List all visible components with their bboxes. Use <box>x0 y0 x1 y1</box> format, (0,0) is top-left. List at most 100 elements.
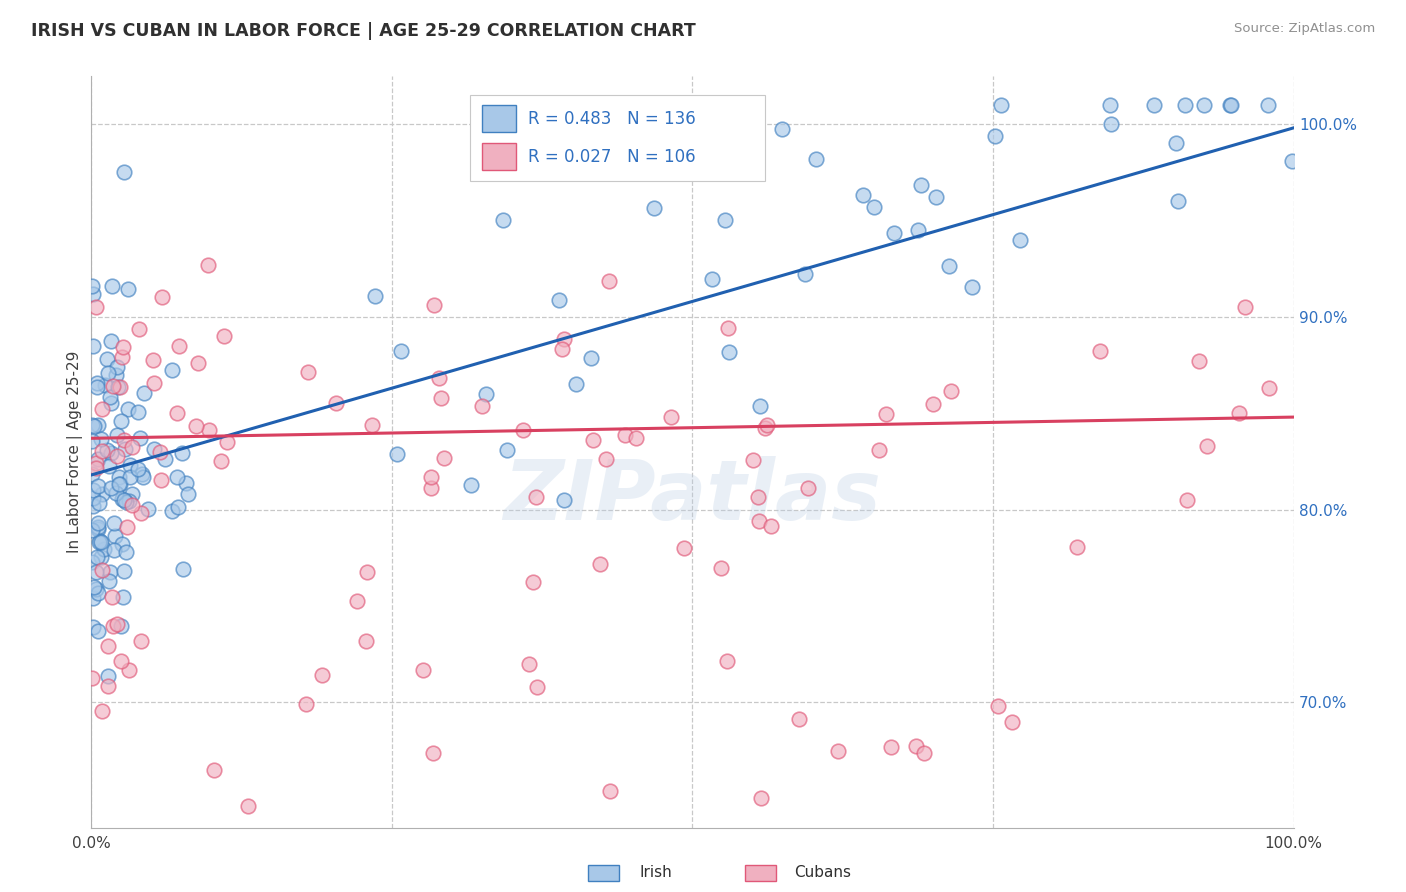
Point <box>80 434 103 448</box>
Point <box>1143 97 1166 112</box>
Point <box>197 423 219 437</box>
Point <box>90 550 112 565</box>
Point <box>748 399 770 413</box>
Point <box>107 360 129 375</box>
Point <box>215 435 238 450</box>
Point <box>863 200 886 214</box>
Point <box>1233 301 1256 315</box>
Point <box>127 462 149 476</box>
Point <box>389 344 412 359</box>
Point <box>112 590 135 604</box>
Point <box>100 396 122 410</box>
Point <box>87 522 110 536</box>
Point <box>118 470 141 484</box>
Point <box>495 442 517 457</box>
Point <box>110 654 132 668</box>
Point <box>103 543 125 558</box>
Point <box>82 483 104 497</box>
Point <box>1195 439 1218 453</box>
Point <box>107 616 129 631</box>
Point <box>105 486 128 500</box>
Point <box>582 434 605 448</box>
Point <box>756 417 779 432</box>
Point <box>90 402 112 417</box>
Point <box>108 477 131 491</box>
Point <box>115 545 138 559</box>
Point <box>238 798 260 813</box>
Point <box>460 478 482 492</box>
Point <box>1281 153 1303 168</box>
Point <box>209 454 232 468</box>
Point <box>186 419 208 434</box>
Point <box>595 452 617 467</box>
Point <box>589 557 612 571</box>
Point <box>80 417 103 432</box>
Point <box>132 470 155 484</box>
Point <box>150 290 173 304</box>
Point <box>772 122 794 136</box>
Point <box>311 668 333 682</box>
Point <box>430 391 453 405</box>
Point <box>904 739 927 753</box>
Point <box>883 226 905 240</box>
Point <box>1192 97 1215 112</box>
Point <box>754 420 776 434</box>
Point <box>987 698 1010 713</box>
FancyBboxPatch shape <box>482 105 516 132</box>
Point <box>110 618 132 632</box>
Point <box>938 259 960 273</box>
Point <box>598 274 620 288</box>
Point <box>172 445 194 459</box>
Point <box>910 178 932 192</box>
Point <box>387 447 409 461</box>
Point <box>423 298 446 312</box>
Point <box>422 746 444 760</box>
Point <box>177 487 200 501</box>
Point <box>412 663 434 677</box>
Point <box>167 339 190 353</box>
Point <box>492 213 515 227</box>
Point <box>87 479 110 493</box>
Point <box>107 427 129 442</box>
Point <box>110 380 132 394</box>
Point <box>129 507 152 521</box>
Point <box>1258 381 1281 395</box>
Point <box>114 442 136 456</box>
Point <box>599 784 621 798</box>
Point <box>522 574 544 589</box>
Point <box>97 639 120 653</box>
Point <box>551 342 574 356</box>
Point <box>93 378 115 392</box>
Point <box>354 634 377 648</box>
Point <box>89 535 111 549</box>
Point <box>87 624 110 638</box>
Point <box>1099 97 1122 112</box>
Point <box>93 542 115 557</box>
Point <box>101 591 124 605</box>
Point <box>104 368 127 382</box>
Point <box>553 332 575 346</box>
Point <box>142 376 165 390</box>
Point <box>101 379 124 393</box>
Point <box>117 402 139 417</box>
Point <box>1174 97 1197 112</box>
Point <box>96 351 118 366</box>
Point <box>87 417 110 432</box>
Point <box>749 791 772 805</box>
Point <box>420 469 443 483</box>
Point <box>160 504 183 518</box>
Point <box>1167 194 1189 208</box>
Point <box>212 329 235 343</box>
Text: Source: ZipAtlas.com: Source: ZipAtlas.com <box>1234 22 1375 36</box>
Point <box>1066 541 1088 555</box>
Point <box>118 664 141 678</box>
Point <box>149 473 172 487</box>
Point <box>91 563 114 577</box>
Point <box>128 322 150 336</box>
Point <box>433 450 456 465</box>
Point <box>294 697 316 711</box>
Point <box>553 493 575 508</box>
Point <box>104 529 127 543</box>
Y-axis label: In Labor Force | Age 25-29: In Labor Force | Age 25-29 <box>67 351 83 553</box>
Point <box>579 351 602 365</box>
